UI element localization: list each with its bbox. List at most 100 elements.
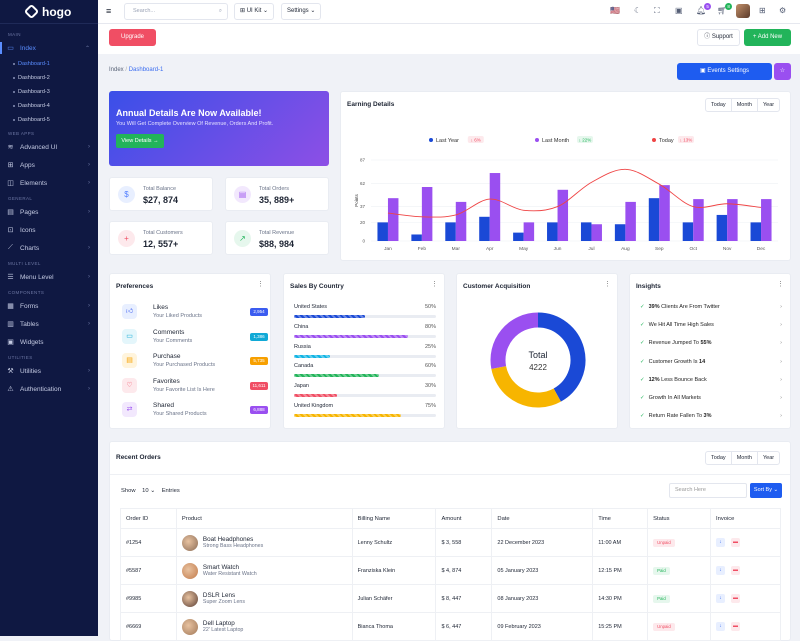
search-input[interactable]: Search... ⌕: [124, 3, 228, 20]
tab-today[interactable]: Today: [706, 452, 732, 464]
sidebar-item-icons[interactable]: ⊡ Icons: [0, 221, 98, 239]
bar-last-month[interactable]: [489, 173, 501, 241]
sidebar-item-advanced-ui[interactable]: ≋ Advanced UI ›: [0, 138, 98, 156]
fullscreen-icon[interactable]: ⛶: [654, 6, 660, 15]
chevron-right-icon: ›: [88, 321, 90, 327]
gear-icon[interactable]: ⚙: [779, 6, 787, 15]
sidebar-item-elements[interactable]: ◫ Elements ›: [0, 174, 98, 192]
product-name[interactable]: Dell Laptop: [202, 620, 235, 627]
bar-last-year[interactable]: [479, 216, 490, 241]
brand-logo[interactable]: hogo: [0, 0, 98, 24]
donut-segment[interactable]: [537, 312, 586, 402]
insight-item[interactable]: ✓ We Hit All Time High Sales ›: [640, 319, 782, 331]
events-settings-button[interactable]: ▣ Events Settings: [677, 63, 772, 80]
sidebar-subitem-dashboard[interactable]: Dashboard-4: [0, 99, 98, 113]
more-icon[interactable]: ⋮: [431, 281, 438, 288]
star-button[interactable]: ☆: [774, 63, 791, 80]
bar-last-year[interactable]: [445, 222, 456, 241]
flag-icon[interactable]: 🇺🇸: [610, 6, 620, 15]
sidebar-item-menu-level[interactable]: ☰ Menu Level ›: [0, 268, 98, 286]
sidebar-item-widgets[interactable]: ▣ Widgets: [0, 333, 98, 351]
donut-segment[interactable]: [490, 312, 539, 369]
bar-last-year[interactable]: [614, 224, 626, 241]
apps-grid-icon[interactable]: ⊞: [759, 6, 766, 15]
cart-icon[interactable]: 🛒︎ 8: [717, 3, 733, 15]
bar-last-year[interactable]: [411, 234, 422, 241]
donut-segment[interactable]: [491, 365, 561, 408]
sidebar-subitem-dashboard[interactable]: Dashboard-2: [0, 71, 98, 85]
sidebar-subitem-dashboard[interactable]: Dashboard-3: [0, 85, 98, 99]
more-icon[interactable]: ⋮: [257, 281, 264, 288]
breadcrumb-root[interactable]: Index: [109, 67, 124, 73]
more-icon[interactable]: ⋮: [604, 281, 611, 288]
bar-last-month[interactable]: [693, 199, 704, 241]
bar-last-month[interactable]: [625, 201, 636, 241]
entries-select[interactable]: 10 ⌄: [142, 488, 156, 494]
product-name[interactable]: Smart Watch: [202, 564, 240, 571]
insight-item[interactable]: ✓ Return Rate Fallen To 3% ›: [640, 410, 782, 422]
bar-last-month[interactable]: [727, 199, 738, 241]
sidebar-subitem-dashboard[interactable]: Dashboard-5: [0, 113, 98, 127]
tab-month[interactable]: Month: [732, 99, 758, 111]
orders-search-input[interactable]: Search Here: [669, 483, 747, 498]
delete-icon[interactable]: ▬: [731, 566, 741, 575]
download-icon[interactable]: ↓: [716, 594, 726, 603]
insight-item[interactable]: ✓ 12% Less Bounce Back ›: [640, 374, 782, 386]
stat-label: Total Customers: [143, 230, 183, 236]
insight-item[interactable]: ✓ 39% Clients Are From Twitter ›: [640, 301, 782, 313]
uikit-dropdown[interactable]: ⊞ UI Kit ⌄: [234, 3, 275, 20]
sidebar-subitem-dashboard[interactable]: Dashboard-1: [0, 57, 98, 71]
bar-last-month[interactable]: [421, 187, 433, 241]
bar-last-year[interactable]: [547, 222, 558, 241]
bar-last-year[interactable]: [513, 232, 524, 241]
tab-year[interactable]: Year: [762, 455, 775, 461]
insight-item[interactable]: ✓ Revenue Jumped To 55% ›: [640, 337, 782, 349]
download-icon[interactable]: ↓: [716, 538, 726, 547]
sidebar-item-pages[interactable]: ▤ Pages ›: [0, 203, 98, 221]
sidebar-item-tables[interactable]: ▥ Tables ›: [0, 315, 98, 333]
tab-month[interactable]: Month: [732, 452, 758, 464]
sidebar-item-authentication[interactable]: ⚠ Authentication ›: [0, 380, 98, 398]
delete-icon[interactable]: ▬: [731, 594, 741, 603]
download-icon[interactable]: ↓: [716, 622, 726, 631]
bar-last-year[interactable]: [377, 222, 388, 241]
user-avatar[interactable]: [736, 4, 750, 18]
bar-last-month[interactable]: [591, 224, 602, 241]
bar-last-month[interactable]: [557, 189, 569, 241]
more-icon[interactable]: ⋮: [777, 281, 784, 288]
bar-last-month[interactable]: [523, 222, 535, 241]
settings-dropdown[interactable]: Settings ⌄: [281, 3, 322, 20]
bell-icon[interactable]: 🔔︎ 5: [696, 3, 712, 15]
sidebar-item-utilities[interactable]: ⚒ Utilities ›: [0, 362, 98, 380]
delete-icon[interactable]: ▬: [731, 538, 741, 547]
menu-toggle-icon[interactable]: ≡: [106, 6, 112, 16]
bar-last-month[interactable]: [455, 201, 467, 241]
support-button[interactable]: ⓘ Support: [697, 29, 740, 46]
upgrade-button[interactable]: Upgrade: [109, 29, 156, 46]
sidebar-item-index[interactable]: ▭ Index ⌃: [0, 39, 98, 57]
product-name[interactable]: Boat Headphones: [202, 536, 254, 543]
sort-by-button[interactable]: Sort By ⌄: [750, 483, 782, 498]
insight-item[interactable]: ✓ Growth In All Markets ›: [640, 392, 782, 404]
insight-item[interactable]: ✓ Customer Growth Is 14 ›: [640, 356, 782, 368]
bar-last-year[interactable]: [750, 222, 762, 241]
sidebar-item-apps[interactable]: ⊞ Apps ›: [0, 156, 98, 174]
add-new-button[interactable]: + Add New: [744, 29, 791, 46]
bar-last-month[interactable]: [659, 185, 670, 241]
bar-last-year[interactable]: [648, 198, 660, 241]
moon-icon[interactable]: ☾: [634, 6, 642, 15]
bar-last-month[interactable]: [761, 199, 772, 241]
download-icon[interactable]: ↓: [716, 566, 726, 575]
delete-icon[interactable]: ▬: [731, 622, 741, 631]
product-name[interactable]: DSLR Lens: [202, 592, 236, 599]
bar-last-year[interactable]: [716, 214, 728, 241]
sidebar-item-forms[interactable]: ▦ Forms ›: [0, 297, 98, 315]
view-details-button[interactable]: View Details →: [116, 134, 164, 148]
calendar-icon[interactable]: ▣: [675, 6, 683, 15]
tab-today[interactable]: Today: [706, 99, 732, 111]
bar-last-year[interactable]: [580, 222, 592, 241]
sidebar-item-charts[interactable]: ⟋ Charts ›: [0, 239, 98, 257]
bar-last-year[interactable]: [682, 222, 694, 241]
tab-year[interactable]: Year: [762, 102, 775, 108]
bar-last-month[interactable]: [387, 198, 399, 241]
